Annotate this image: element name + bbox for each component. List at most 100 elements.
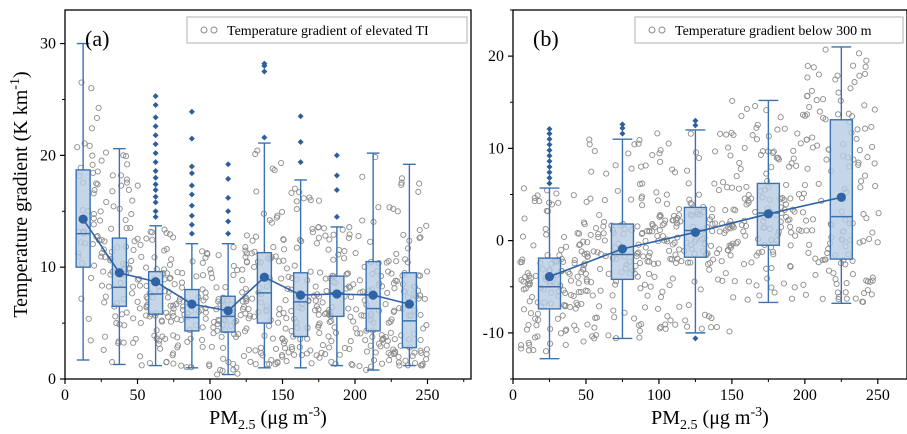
scatter-point xyxy=(103,198,110,206)
scatter-point xyxy=(100,246,107,253)
plot-frame xyxy=(64,9,472,380)
scatter-point xyxy=(645,270,653,277)
scatter-point xyxy=(396,305,403,312)
scatter-point xyxy=(695,154,703,162)
scatter-point xyxy=(672,321,679,328)
scatter-point xyxy=(218,333,225,340)
scatter-point xyxy=(531,198,538,205)
scatter-point xyxy=(574,301,581,308)
scatter-point xyxy=(834,111,842,118)
scatter-point xyxy=(654,260,662,267)
scatter-point xyxy=(391,336,398,343)
scatter-point xyxy=(659,288,666,295)
scatter-point xyxy=(219,344,227,351)
scatter-point xyxy=(385,319,392,326)
scatter-point xyxy=(800,190,807,197)
scatter-point xyxy=(815,180,822,187)
scatter-point xyxy=(230,360,237,368)
scatter-point xyxy=(525,277,533,284)
outlier-point xyxy=(619,130,626,137)
scatter-point xyxy=(768,284,775,291)
outlier-point xyxy=(546,152,553,159)
scatter-point xyxy=(638,230,645,237)
scatter-point xyxy=(657,211,664,219)
scatter-point xyxy=(93,180,100,187)
scatter-point xyxy=(316,329,323,337)
outlier-point xyxy=(225,194,232,201)
scatter-point xyxy=(315,311,322,318)
scatter-point xyxy=(136,282,143,289)
scatter-point xyxy=(367,238,374,245)
outlier-point xyxy=(188,170,195,177)
scatter-point xyxy=(853,135,860,142)
scatter-point xyxy=(562,341,569,348)
scatter-point xyxy=(189,258,196,265)
x-tick-label: 250 xyxy=(866,387,890,404)
scatter-point xyxy=(649,151,656,159)
scatter-point xyxy=(678,258,685,265)
scatter-point xyxy=(583,276,590,283)
outlier-point xyxy=(188,191,195,198)
box-10 xyxy=(401,163,418,367)
scatter-point xyxy=(90,221,97,228)
scatter-point xyxy=(663,191,670,198)
scatter-point xyxy=(715,187,722,194)
scatter-point xyxy=(166,275,173,282)
scatter-point xyxy=(638,163,645,170)
scatter-point xyxy=(345,234,352,241)
scatter-point xyxy=(90,190,97,197)
scatter-point xyxy=(391,350,398,358)
scatter-point xyxy=(122,153,130,160)
scatter-point xyxy=(391,285,398,292)
scatter-point xyxy=(526,280,533,287)
scatter-point xyxy=(749,132,756,139)
scatter-point xyxy=(728,129,735,136)
scatter-point xyxy=(166,261,174,268)
scatter-point xyxy=(525,339,532,346)
scatter-point xyxy=(574,273,581,280)
scatter-point xyxy=(335,251,342,258)
scatter-point xyxy=(346,224,353,231)
scatter-point xyxy=(733,173,740,180)
scatter-point xyxy=(100,346,107,353)
scatter-point xyxy=(566,270,573,277)
scatter-point xyxy=(276,305,283,312)
scatter-point xyxy=(283,265,290,272)
scatter-point xyxy=(869,143,876,150)
scatter-point xyxy=(272,361,279,368)
scatter-point xyxy=(676,205,683,213)
scatter-point xyxy=(783,181,790,188)
scatter-point xyxy=(78,295,85,302)
scatter-point xyxy=(723,131,730,138)
scatter-point xyxy=(168,256,175,263)
scatter-point xyxy=(656,227,663,234)
scatter-point xyxy=(230,262,237,269)
scatter-point xyxy=(252,150,259,158)
outlier-point xyxy=(225,218,232,225)
scatter-point xyxy=(682,317,689,324)
scatter-point xyxy=(822,46,829,53)
scatter-point xyxy=(533,322,540,329)
scatter-point xyxy=(834,289,841,296)
scatter-point xyxy=(769,149,776,157)
scatter-point xyxy=(220,355,227,362)
scatter-point xyxy=(787,242,794,249)
scatter-point xyxy=(862,70,869,77)
scatter-point xyxy=(518,342,525,349)
box-iqr xyxy=(184,288,200,332)
scatter-point xyxy=(575,289,582,296)
scatter-point xyxy=(98,157,105,164)
scatter-point xyxy=(791,208,798,215)
scatter-point xyxy=(724,184,731,191)
scatter-point xyxy=(385,268,392,275)
scatter-point xyxy=(645,253,652,260)
scatter-point xyxy=(756,292,763,299)
mean-point xyxy=(368,290,378,300)
scatter-point xyxy=(199,272,207,279)
scatter-point xyxy=(108,225,115,232)
scatter-point xyxy=(862,63,869,70)
scatter-point xyxy=(740,260,748,268)
scatter-point xyxy=(547,325,554,333)
scatter-point xyxy=(795,226,803,233)
scatter-point xyxy=(400,231,407,238)
